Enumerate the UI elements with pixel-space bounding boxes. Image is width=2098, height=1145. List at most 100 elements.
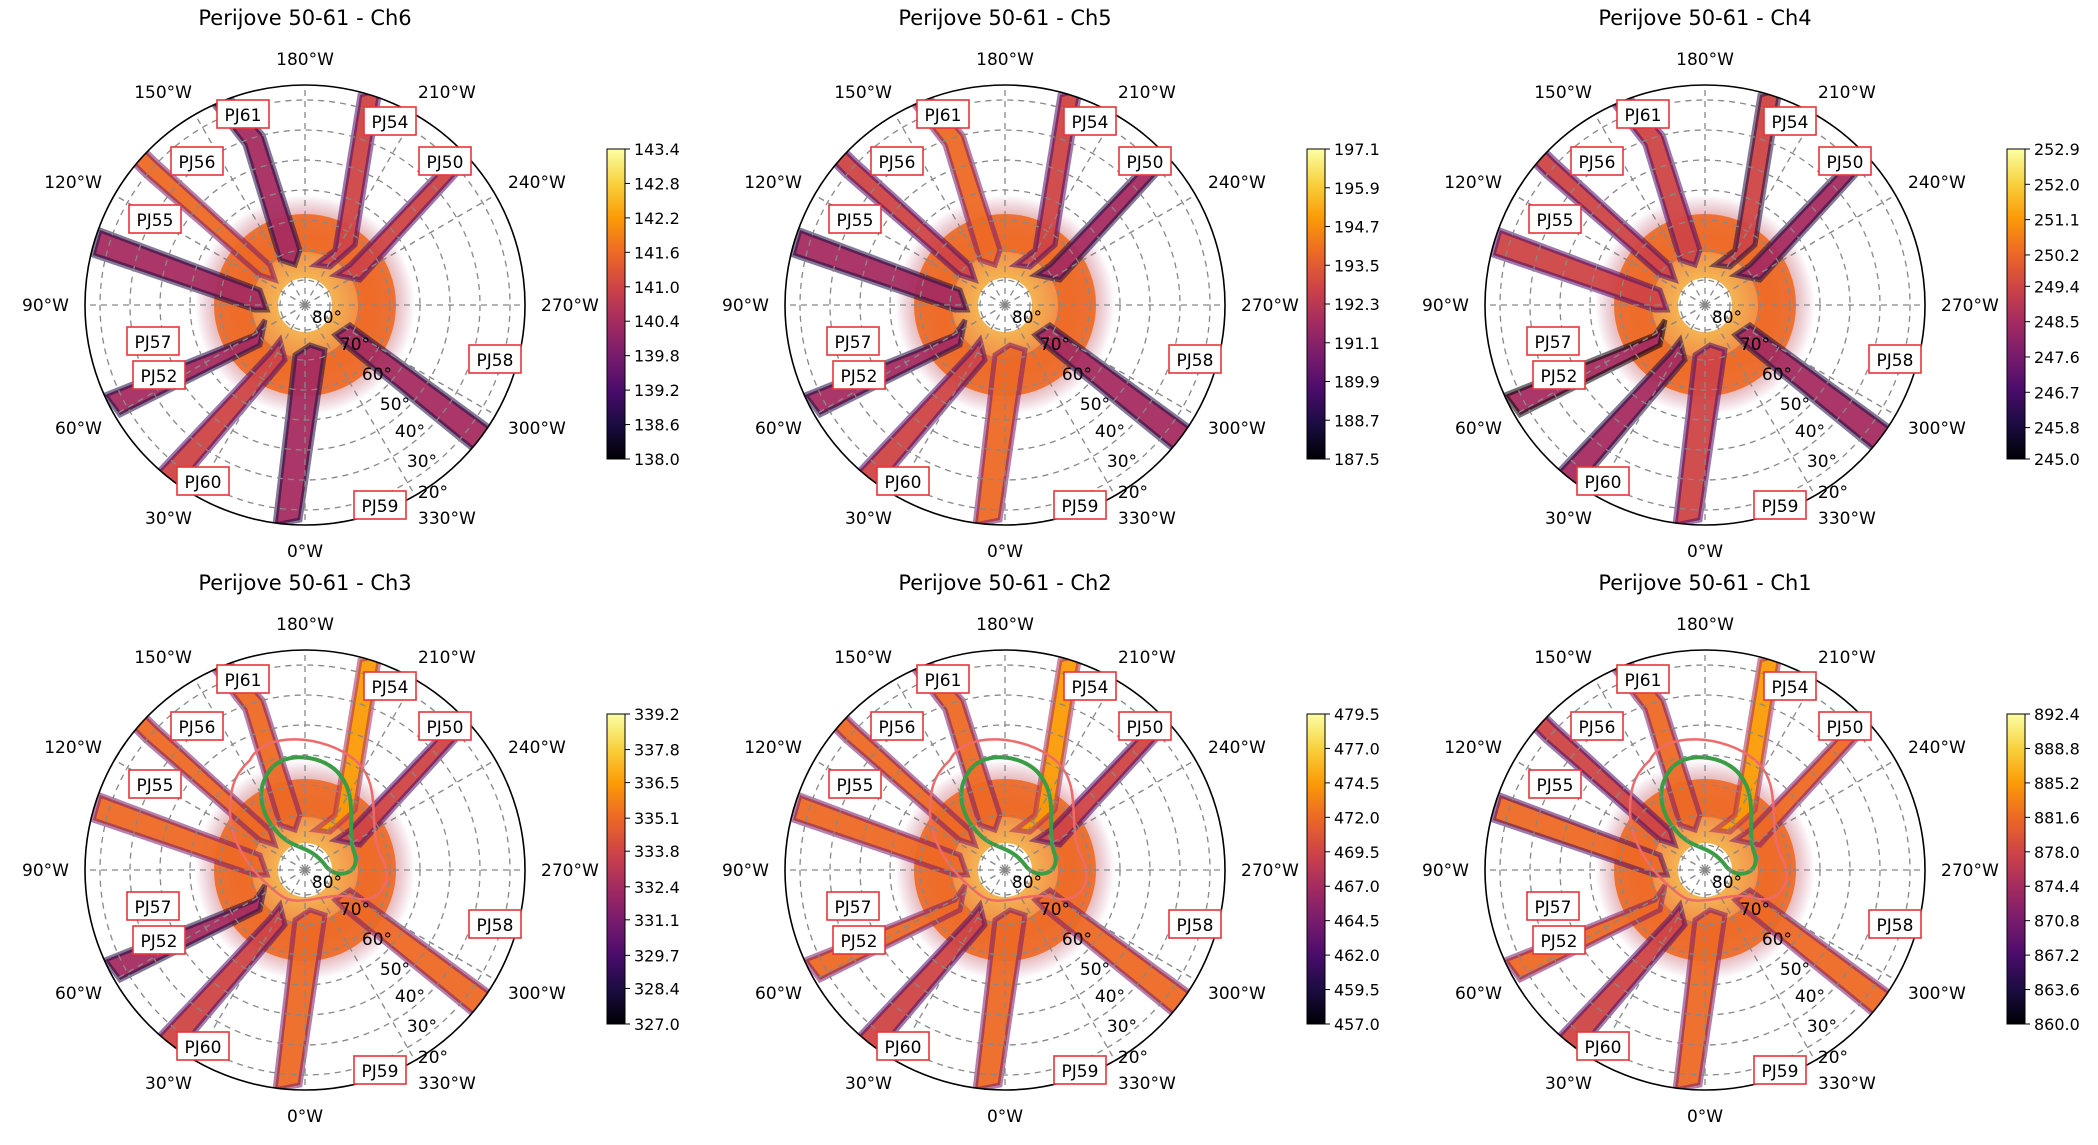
perijove-box <box>176 1031 230 1061</box>
colorbar-tick-label: 246.7 <box>2034 383 2080 402</box>
colorbar: 479.5 477.0 474.5 472.0 469.5 467.0 464.5 462.0… <box>1306 705 1380 1034</box>
perijove-box <box>363 671 417 701</box>
data-swath-edge <box>1489 226 1671 313</box>
colorbar-ramp <box>1306 713 1326 1025</box>
lon-tick-label: 210°W <box>1118 648 1176 668</box>
perijove-label: PJ55 <box>837 776 874 796</box>
perijove-box <box>1526 891 1580 921</box>
lat-tick-label: 70° <box>1040 900 1070 920</box>
perijove-label: PJ58 <box>1877 351 1914 371</box>
data-swath <box>335 890 500 1020</box>
data-swath <box>1493 230 1667 310</box>
lon-spoke-11 <box>194 679 306 871</box>
perijove-label: PJ56 <box>179 718 216 738</box>
data-swath <box>1610 662 1700 830</box>
colorbar-tick-label: 247.6 <box>2034 348 2080 367</box>
lat-ring-2 <box>1619 784 1791 956</box>
colorbar-tick-label: 189.9 <box>1334 373 1380 392</box>
lon-tick-label: 90°W <box>22 861 69 881</box>
lon-tick-label: 150°W <box>834 648 892 668</box>
perijove-box <box>128 769 182 799</box>
lon-tick-label: 240°W <box>1208 738 1266 758</box>
lon-tick-label: 60°W <box>1455 984 1502 1004</box>
perijove-label: PJ60 <box>185 1038 222 1058</box>
lat-tick-label: 30° <box>1107 452 1137 472</box>
perijove-label: PJ56 <box>1579 153 1616 173</box>
colorbar-tick-label: 195.9 <box>1334 179 1380 198</box>
perijove-label: PJ50 <box>1127 718 1164 738</box>
data-swath <box>1555 905 1685 1055</box>
perijove-label: PJ60 <box>1585 473 1622 493</box>
panel-title: Perijove 50-61 - Ch5 <box>898 6 1111 30</box>
lat-ring-6 <box>799 99 1211 511</box>
perijove-box <box>170 146 224 176</box>
lon-tick-label: 240°W <box>1908 173 1966 193</box>
lon-tick-label: 150°W <box>834 83 892 103</box>
perijove-label: PJ56 <box>1579 718 1616 738</box>
lat-ring-6 <box>1499 99 1911 511</box>
lon-tick-label: 0°W <box>287 1107 323 1127</box>
lat-ring-5 <box>1529 129 1881 481</box>
lon-tick-label: 120°W <box>1444 738 1502 758</box>
lon-tick-label: 270°W <box>541 296 599 316</box>
colorbar-tick-label: 141.6 <box>634 243 680 262</box>
colorbar-tick-label: 197.1 <box>1334 140 1380 159</box>
lon-tick-label: 270°W <box>1241 296 1299 316</box>
perijove-label: PJ61 <box>225 671 262 691</box>
polar-panel-5: 180°W 210°W 240°W 270°W 300°W 330°W 0°W 30°W 60°… <box>722 571 1380 1127</box>
polar-frame <box>784 84 1226 526</box>
lon-tick-label: 270°W <box>1241 861 1299 881</box>
colorbar-tick-label: 194.7 <box>1334 218 1380 237</box>
colorbar-tick-label: 863.6 <box>2034 981 2080 1000</box>
lon-tick-label: 0°W <box>1687 1107 1723 1127</box>
polar-panel-4: 180°W 210°W 240°W 270°W 300°W 330°W 0°W 30°W 60°… <box>22 571 680 1127</box>
lon-tick-label: 300°W <box>1908 419 1966 439</box>
lon-spoke-10 <box>1514 194 1706 306</box>
lon-spoke-8 <box>1514 304 1706 416</box>
colorbar-tick-label: 328.4 <box>634 979 680 998</box>
lon-tick-label: 90°W <box>722 861 769 881</box>
perijove-box <box>1763 106 1817 136</box>
perijove-box <box>1576 1031 1630 1061</box>
lon-tick-label: 300°W <box>1908 984 1966 1004</box>
lat-tick-label: 50° <box>1780 395 1810 415</box>
lon-tick-label: 30°W <box>145 1074 192 1094</box>
colorbar-tick-label: 874.4 <box>2034 877 2080 896</box>
perijove-label: PJ61 <box>925 106 962 126</box>
perijove-label: PJ58 <box>477 916 514 936</box>
data-swath-edge <box>272 907 328 1090</box>
data-swath <box>210 662 300 830</box>
data-swath <box>93 795 267 875</box>
colorbar-tick-label: 193.5 <box>1334 256 1380 275</box>
lon-tick-label: 0°W <box>987 542 1023 562</box>
perijove-label: PJ58 <box>1177 916 1214 936</box>
lon-tick-label: 120°W <box>44 738 102 758</box>
lat-tick-label: 80° <box>312 873 342 893</box>
lon-spoke-7 <box>894 869 1006 1061</box>
lat-tick-label: 60° <box>362 930 392 950</box>
perijove-label: PJ57 <box>1535 333 1572 353</box>
lat-tick-label: 40° <box>1095 422 1125 442</box>
red-contour <box>228 738 388 902</box>
lat-tick-label: 40° <box>395 422 425 442</box>
colorbar-tick-label: 187.5 <box>1334 450 1380 469</box>
perijove-box <box>1528 204 1582 234</box>
panel-title: Perijove 50-61 - Ch6 <box>198 6 411 30</box>
perijove-box <box>1532 925 1586 955</box>
colorbar-tick-label: 191.1 <box>1334 334 1380 353</box>
colorbar-tick-label: 250.2 <box>2034 246 2080 265</box>
lon-tick-label: 270°W <box>1941 861 1999 881</box>
lat-tick-label: 80° <box>1712 308 1742 328</box>
colorbar-tick-label: 474.5 <box>1334 774 1380 793</box>
colorbar-tick-label: 248.5 <box>2034 313 2080 332</box>
perijove-box <box>826 891 880 921</box>
lat-tick-label: 60° <box>1762 930 1792 950</box>
lat-ring-2 <box>1619 219 1791 391</box>
lon-tick-label: 240°W <box>1908 738 1966 758</box>
data-swath <box>125 705 275 845</box>
lat-tick-label: 30° <box>1107 1017 1137 1037</box>
perijove-box <box>870 711 924 741</box>
lat-ring-6 <box>99 99 511 511</box>
perijove-box <box>468 344 522 374</box>
